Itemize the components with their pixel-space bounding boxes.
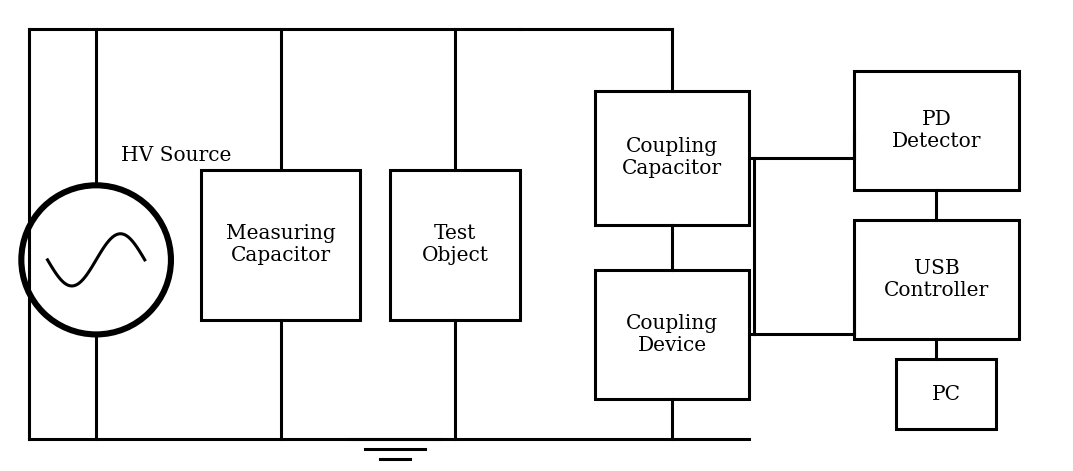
- Text: Coupling
Device: Coupling Device: [626, 314, 718, 355]
- Bar: [594, 270, 749, 399]
- Text: USB
Controller: USB Controller: [884, 259, 989, 300]
- Bar: [594, 91, 749, 225]
- Bar: [391, 171, 520, 319]
- Text: PD
Detector: PD Detector: [892, 110, 981, 151]
- Text: Coupling
Capacitor: Coupling Capacitor: [622, 138, 722, 179]
- Bar: [896, 359, 996, 429]
- Bar: [854, 220, 1018, 340]
- Text: Measuring
Capacitor: Measuring Capacitor: [225, 225, 336, 266]
- Text: Test
Object: Test Object: [422, 225, 488, 266]
- Bar: [201, 171, 361, 319]
- Text: HV Source: HV Source: [121, 146, 232, 165]
- Bar: [854, 71, 1018, 190]
- Text: PC: PC: [931, 384, 960, 404]
